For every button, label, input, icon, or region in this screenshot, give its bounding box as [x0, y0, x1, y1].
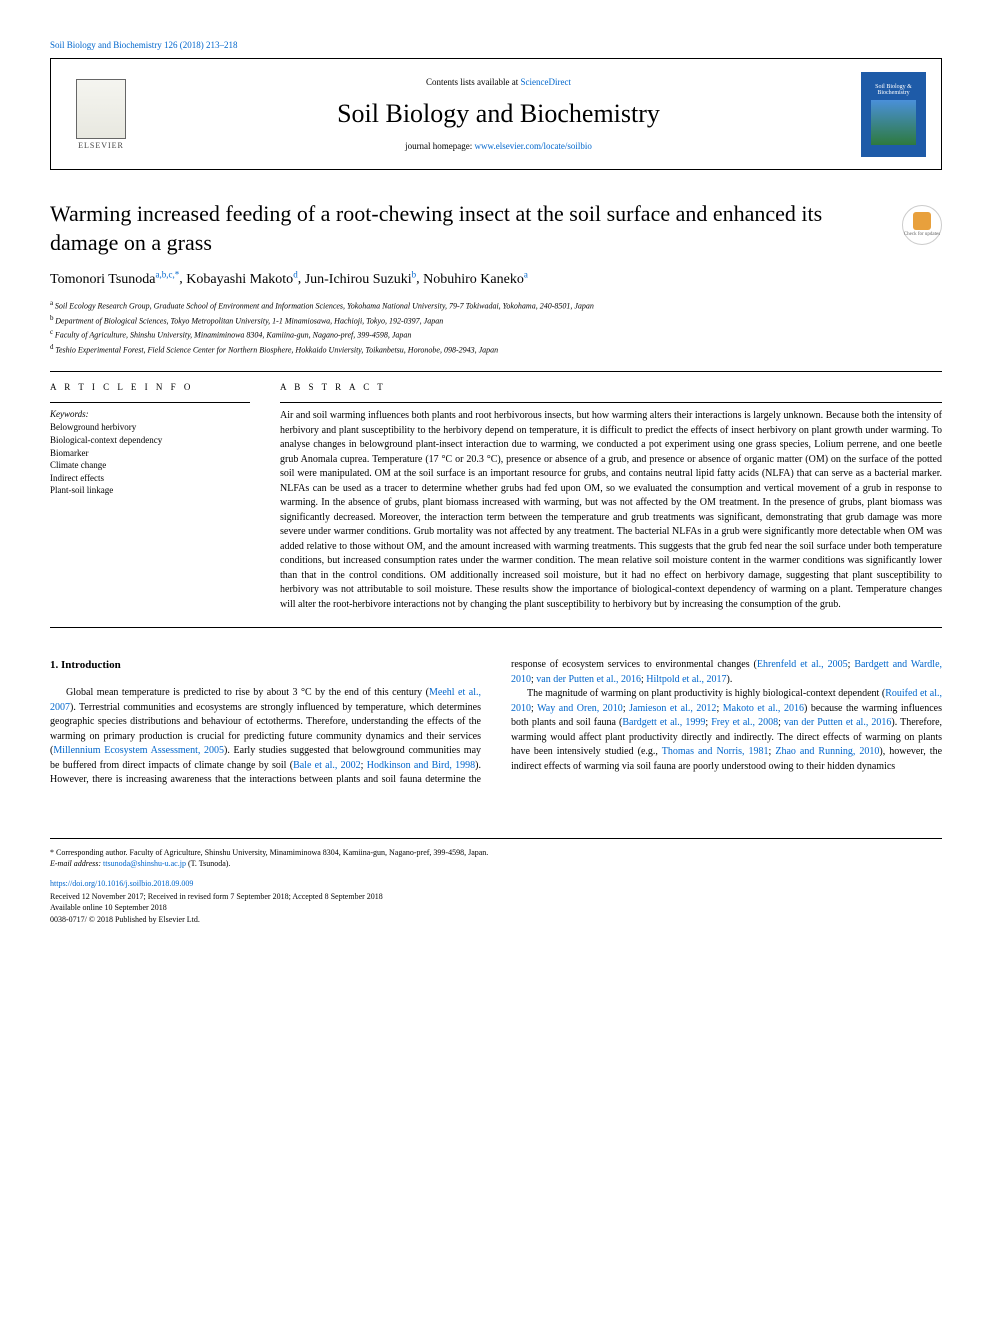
doi-link[interactable]: https://doi.org/10.1016/j.soilbio.2018.0… [50, 879, 942, 888]
article-title-text: Warming increased feeding of a root-chew… [50, 201, 822, 255]
citation-link[interactable]: Makoto et al., 2016 [723, 703, 804, 714]
sciencedirect-link[interactable]: ScienceDirect [521, 77, 571, 87]
check-updates-badge[interactable]: Check for updates [902, 205, 942, 245]
email-link[interactable]: ttsunoda@shinshu-u.ac.jp [103, 859, 186, 868]
section-heading: 1. Introduction [50, 658, 481, 674]
journal-cover: Soil Biology & Biochemistry [861, 72, 926, 157]
affiliation-sup: b [50, 314, 55, 322]
homepage-link[interactable]: www.elsevier.com/locate/soilbio [475, 141, 592, 151]
email-label: E-mail address: [50, 859, 103, 868]
body-text: 1. IntroductionGlobal mean temperature i… [50, 658, 942, 787]
citation-link[interactable]: Millennium Ecosystem Assessment, 2005 [53, 745, 224, 756]
affiliation-line: d Teshio Experimental Forest, Field Scie… [50, 342, 942, 357]
author-affiliation-sup: d [293, 269, 298, 279]
cover-title: Soil Biology & Biochemistry [865, 84, 922, 96]
homepage-prefix: journal homepage: [405, 141, 474, 151]
body-paragraph: The magnitude of warming on plant produc… [511, 687, 942, 774]
citation-link[interactable]: van der Putten et al., 2016 [536, 674, 641, 685]
pub-line: Available online 10 September 2018 [50, 902, 942, 913]
abstract-label: A B S T R A C T [280, 382, 942, 392]
affiliation-line: a Soil Ecology Research Group, Graduate … [50, 298, 942, 313]
running-header: Soil Biology and Biochemistry 126 (2018)… [50, 40, 942, 50]
pub-line: 0038-0717/ © 2018 Published by Elsevier … [50, 914, 942, 925]
elsevier-tree-icon [76, 79, 126, 139]
author-affiliation-sup: a [524, 269, 528, 279]
article-info-label: A R T I C L E I N F O [50, 382, 250, 392]
affiliations: a Soil Ecology Research Group, Graduate … [50, 298, 942, 357]
keyword: Biological-context dependency [50, 434, 250, 447]
corresponding-footnote: * Corresponding author. Faculty of Agric… [50, 847, 942, 869]
citation-link[interactable]: Way and Oren, 2010 [537, 703, 623, 714]
affiliation-line: b Department of Biological Sciences, Tok… [50, 313, 942, 328]
abstract-text: Air and soil warming influences both pla… [280, 409, 942, 612]
affiliation-sup: a [50, 299, 55, 307]
citation-link[interactable]: Bardgett et al., 1999 [622, 717, 705, 728]
divider [50, 402, 250, 403]
citation-link[interactable]: Ehrenfeld et al., 2005 [757, 659, 848, 670]
author: Kobayashi Makotod [186, 272, 297, 287]
author-affiliation-sup: a,b,c,* [156, 269, 180, 279]
author-affiliation-sup: b [412, 269, 417, 279]
affiliation-sup: c [50, 328, 55, 336]
citation-link[interactable]: Frey et al., 2008 [711, 717, 778, 728]
corresponding-text: * Corresponding author. Faculty of Agric… [50, 847, 942, 858]
citation-link[interactable]: Jamieson et al., 2012 [629, 703, 716, 714]
journal-title: Soil Biology and Biochemistry [136, 99, 861, 129]
citation-link[interactable]: Hiltpold et al., 2017 [646, 674, 726, 685]
author: Jun-Ichirou Suzukib [305, 272, 416, 287]
divider [50, 627, 942, 628]
keyword: Belowground herbivory [50, 421, 250, 434]
affiliation-sup: d [50, 343, 55, 351]
divider [280, 402, 942, 403]
keyword: Plant-soil linkage [50, 484, 250, 497]
citation-link[interactable]: Thomas and Norris, 1981 [662, 746, 769, 757]
contents-line: Contents lists available at ScienceDirec… [136, 77, 861, 87]
citation-link[interactable]: Meehl et al., 2007 [50, 687, 481, 713]
journal-header: ELSEVIER Contents lists available at Sci… [50, 58, 942, 170]
keyword: Indirect effects [50, 472, 250, 485]
elsevier-logo: ELSEVIER [66, 69, 136, 159]
update-badge-label: Check for updates [904, 232, 940, 239]
author: Nobuhiro Kanekoa [423, 272, 528, 287]
keyword: Biomarker [50, 447, 250, 460]
contents-prefix: Contents lists available at [426, 77, 520, 87]
bookmark-icon [913, 212, 931, 230]
keywords-label: Keywords: [50, 409, 250, 419]
author: Tomonori Tsunodaa,b,c,* [50, 272, 179, 287]
affiliation-line: c Faculty of Agriculture, Shinshu Univer… [50, 327, 942, 342]
keyword: Climate change [50, 459, 250, 472]
publisher-name: ELSEVIER [78, 141, 124, 150]
citation-link[interactable]: Hodkinson and Bird, 1998 [367, 760, 475, 771]
citation-link[interactable]: Zhao and Running, 2010 [775, 746, 879, 757]
citation-link[interactable]: Bale et al., 2002 [293, 760, 361, 771]
article-title: Warming increased feeding of a root-chew… [50, 200, 942, 257]
authors-line: Tomonori Tsunodaa,b,c,*, Kobayashi Makot… [50, 269, 942, 288]
keywords-list: Belowground herbivoryBiological-context … [50, 421, 250, 497]
cover-image-icon [871, 100, 916, 145]
footer-divider [50, 838, 942, 839]
email-suffix: (T. Tsunoda). [186, 859, 230, 868]
homepage-line: journal homepage: www.elsevier.com/locat… [136, 141, 861, 151]
divider [50, 371, 942, 372]
publication-info: Received 12 November 2017; Received in r… [50, 891, 942, 925]
pub-line: Received 12 November 2017; Received in r… [50, 891, 942, 902]
citation-link[interactable]: van der Putten et al., 2016 [784, 717, 891, 728]
